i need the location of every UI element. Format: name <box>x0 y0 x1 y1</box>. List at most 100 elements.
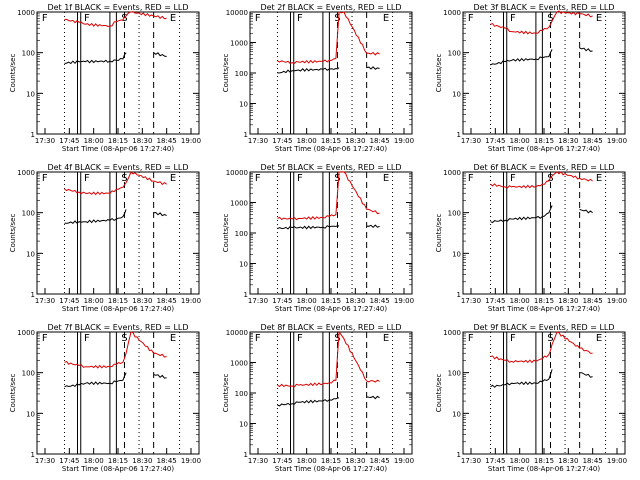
y-tick-label: 10 <box>452 250 461 258</box>
y-tick-label: 1 <box>457 131 461 139</box>
y-axis-label: Counts/sec <box>222 214 230 253</box>
marker-label: E <box>596 333 602 344</box>
panel-title: Det 2f BLACK = Events, RED = LLD <box>260 3 401 12</box>
x-axis-label: Start Time (08-Apr-06 17:27:40) <box>488 465 600 473</box>
marker-label: F <box>510 173 516 184</box>
x-axis-label: Start Time (08-Apr-06 17:27:40) <box>62 465 174 473</box>
y-tick-label: 100 <box>22 50 35 58</box>
x-axis-label: Start Time (08-Apr-06 17:27:40) <box>62 145 174 153</box>
x-tick-label: 18:30 <box>558 457 578 465</box>
y-tick-label: 1000 <box>230 200 248 208</box>
y-tick-label: 10000 <box>226 329 248 337</box>
x-tick-label: 18:30 <box>345 137 365 145</box>
x-axis-label: Start Time (08-Apr-06 17:27:40) <box>488 305 600 313</box>
x-axis-label: Start Time (08-Apr-06 17:27:40) <box>275 305 387 313</box>
y-axis-label: Counts/sec <box>435 374 443 413</box>
marker-label: F <box>84 13 90 24</box>
x-tick-label: 19:00 <box>394 297 414 305</box>
x-tick-label: 18:00 <box>510 457 530 465</box>
x-tick-label: 17:30 <box>248 137 268 145</box>
x-tick-label: 18:45 <box>157 137 177 145</box>
y-tick-label: 1000 <box>230 360 248 368</box>
panel-title: Det 8f BLACK = Events, RED = LLD <box>260 323 401 332</box>
y-axis-label: Counts/sec <box>9 374 17 413</box>
x-tick-label: 17:30 <box>461 297 481 305</box>
x-tick-label: 18:00 <box>510 137 530 145</box>
marker-label: S <box>121 13 127 24</box>
x-tick-label: 18:15 <box>108 297 128 305</box>
x-tick-label: 19:00 <box>607 297 627 305</box>
lld-series-line <box>490 171 593 189</box>
marker-label: F <box>255 173 261 184</box>
events-series-line <box>153 211 167 217</box>
x-tick-label: 17:30 <box>248 457 268 465</box>
x-tick-label: 19:00 <box>607 457 627 465</box>
y-tick-label: 1000 <box>17 9 35 17</box>
lld-series-line <box>277 330 380 388</box>
panel-title: Det 4f BLACK = Events, RED = LLD <box>47 163 188 172</box>
y-axis-label: Counts/sec <box>9 214 17 253</box>
events-series-line <box>64 372 127 388</box>
y-tick-label: 10 <box>239 101 248 109</box>
x-tick-label: 18:15 <box>534 137 554 145</box>
y-tick-label: 1 <box>244 291 248 299</box>
plot-frame <box>462 171 626 295</box>
panel-title: Det 6f BLACK = Events, RED = LLD <box>473 163 614 172</box>
y-tick-label: 10 <box>452 410 461 418</box>
x-tick-label: 17:45 <box>485 137 505 145</box>
y-tick-label: 100 <box>235 70 248 78</box>
y-tick-label: 100 <box>448 370 461 378</box>
y-tick-label: 1000 <box>17 169 35 177</box>
marker-label: E <box>383 13 389 24</box>
x-tick-label: 18:00 <box>297 137 317 145</box>
x-tick-label: 18:00 <box>510 297 530 305</box>
lld-series-line <box>277 171 380 221</box>
events-series-line <box>579 372 593 378</box>
plot-frame <box>36 11 200 135</box>
events-series-line <box>64 52 127 65</box>
y-tick-label: 10 <box>26 250 35 258</box>
plot-frame <box>249 171 413 295</box>
y-tick-label: 100 <box>448 50 461 58</box>
y-tick-label: 1 <box>31 131 35 139</box>
x-tick-label: 18:30 <box>132 297 152 305</box>
marker-label: F <box>255 333 261 344</box>
events-series-line <box>153 374 167 379</box>
x-tick-label: 17:30 <box>461 137 481 145</box>
x-tick-label: 18:15 <box>321 457 341 465</box>
lld-series-line <box>490 331 593 364</box>
x-tick-label: 17:30 <box>35 297 55 305</box>
marker-label: F <box>84 333 90 344</box>
marker-label: E <box>383 173 389 184</box>
y-tick-label: 10 <box>239 421 248 429</box>
marker-label: F <box>297 333 303 344</box>
marker-label: E <box>596 173 602 184</box>
marker-label: F <box>510 13 516 24</box>
panel-title: Det 7f BLACK = Events, RED = LLD <box>47 323 188 332</box>
x-tick-label: 18:45 <box>583 457 603 465</box>
x-tick-label: 18:00 <box>297 297 317 305</box>
lld-series-line <box>64 331 167 369</box>
y-tick-label: 1000 <box>443 169 461 177</box>
x-tick-label: 18:30 <box>132 457 152 465</box>
events-series-line <box>277 67 340 74</box>
events-series-line <box>277 225 340 230</box>
y-tick-label: 100 <box>448 210 461 218</box>
y-tick-label: 1 <box>31 291 35 299</box>
panel-title: Det 9f BLACK = Events, RED = LLD <box>473 323 614 332</box>
marker-label: F <box>42 333 48 344</box>
y-tick-label: 1 <box>244 131 248 139</box>
x-tick-label: 18:45 <box>583 137 603 145</box>
lld-series-line <box>64 171 167 196</box>
marker-label: F <box>84 173 90 184</box>
x-tick-label: 17:30 <box>35 457 55 465</box>
x-tick-label: 19:00 <box>181 137 201 145</box>
x-axis-label: Start Time (08-Apr-06 17:27:40) <box>275 465 387 473</box>
marker-label: F <box>297 173 303 184</box>
x-tick-label: 18:15 <box>108 457 128 465</box>
